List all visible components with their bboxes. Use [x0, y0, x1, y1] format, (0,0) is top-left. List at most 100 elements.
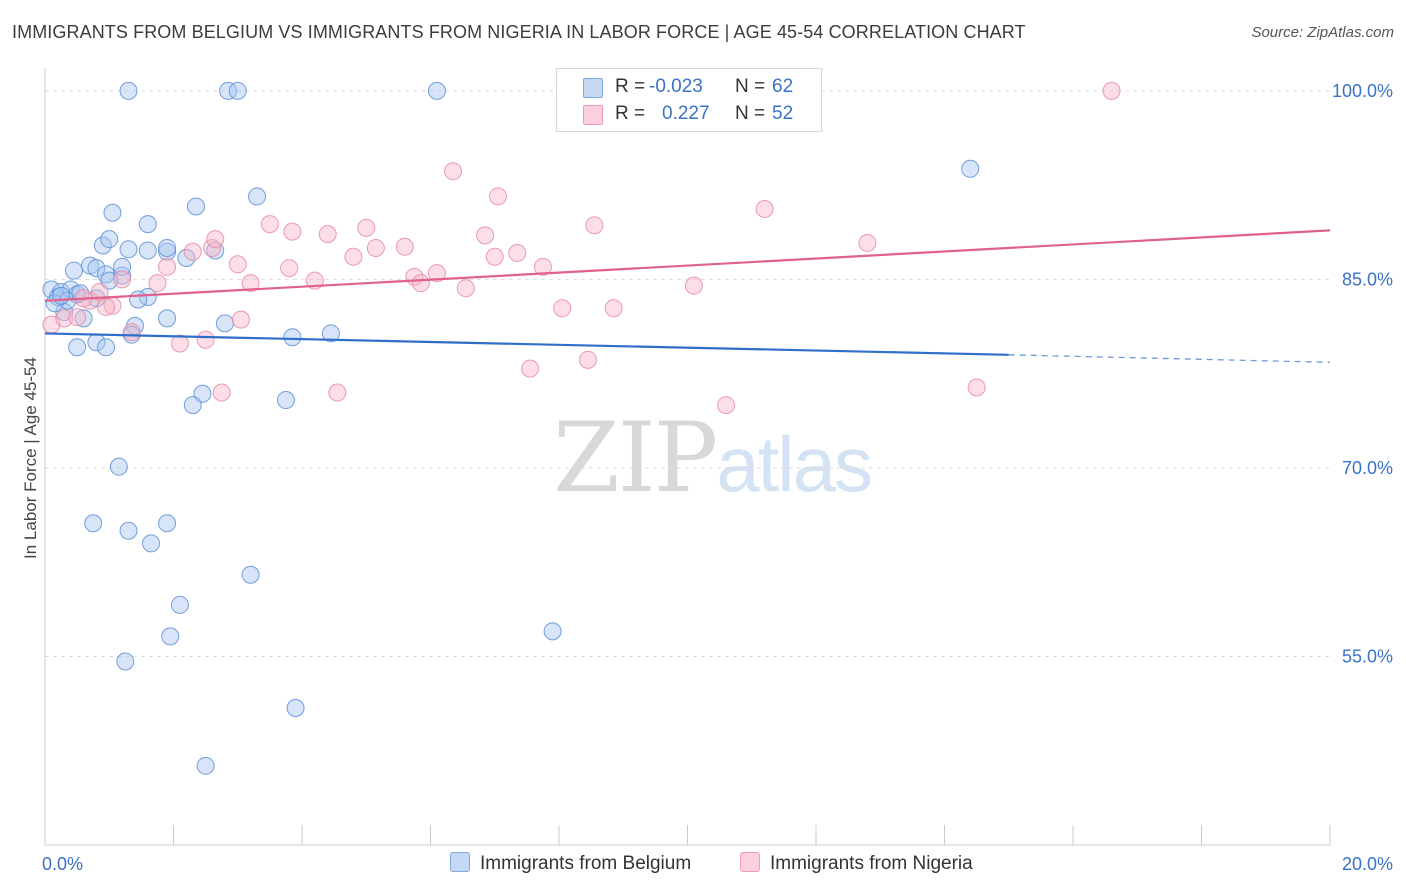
belgium-point — [109, 457, 128, 476]
nigeria-point — [508, 243, 527, 262]
legend-r-value: -0.023 — [649, 76, 703, 97]
belgium-point — [116, 652, 135, 671]
belgium-point — [248, 187, 267, 206]
tick-labels: 100.0% 85.0% 70.0% 55.0% 0.0% 20.0% — [42, 81, 1393, 874]
belgium-point — [138, 241, 157, 260]
nigeria-point — [427, 264, 446, 283]
y-tick-label: 70.0% — [1342, 458, 1393, 478]
belgium-point — [158, 238, 177, 257]
belgium-point — [84, 514, 103, 533]
nigeria-point — [90, 282, 109, 301]
y-axis-label: In Labor Force | Age 45-54 — [21, 357, 40, 559]
belgium-point — [161, 627, 180, 646]
nigeria-point — [196, 330, 215, 349]
nigeria-point — [158, 257, 177, 276]
trend-lines — [44, 229, 1331, 363]
belgium-point — [71, 284, 90, 303]
belgium-point — [283, 328, 302, 347]
legend-swatch-belgium — [450, 852, 470, 872]
belgium-point — [129, 290, 148, 309]
nigeria-point — [231, 310, 250, 329]
gridlines — [45, 90, 1330, 657]
nigeria-point — [113, 270, 132, 289]
legend-r-label: R = — [615, 76, 646, 97]
nigeria-point — [411, 274, 430, 293]
nigeria-point — [357, 218, 376, 237]
belgium-point — [219, 81, 238, 100]
belgium-point — [158, 242, 177, 261]
belgium-point — [186, 197, 205, 216]
series-nigeria-points — [42, 81, 1121, 415]
legend-swatch-nigeria — [740, 852, 760, 872]
nigeria-point — [170, 334, 189, 353]
belgium-point — [961, 159, 980, 178]
trend-line-belgium — [44, 332, 1009, 356]
belgium-point — [196, 756, 215, 775]
nigeria-point — [1102, 81, 1121, 100]
belgium-point — [138, 215, 157, 234]
nigeria-point — [717, 396, 736, 415]
nigeria-point — [318, 225, 337, 244]
legend-swatch-belgium — [583, 78, 603, 98]
y-tick-label: 55.0% — [1342, 646, 1393, 666]
legend-r-value: 0.227 — [662, 103, 710, 124]
belgium-point — [119, 240, 138, 259]
nigeria-point — [122, 323, 141, 342]
legend-row-nigeria: R = 0.227 N = 52 — [557, 101, 821, 127]
nigeria-point — [485, 247, 504, 266]
nigeria-point — [604, 299, 623, 318]
nigeria-point — [488, 187, 507, 206]
axes — [44, 68, 1331, 846]
belgium-point — [87, 259, 106, 278]
belgium-point — [183, 396, 202, 415]
belgium-point — [64, 261, 83, 280]
nigeria-point — [241, 274, 260, 293]
nigeria-point — [366, 238, 385, 257]
correlation-legend: R = -0.023 N = 62 R = 0.227 N = 52 — [556, 68, 822, 132]
legend-n-label: N = — [735, 103, 766, 124]
nigeria-point — [476, 226, 495, 245]
belgium-point — [142, 534, 161, 553]
nigeria-point — [755, 200, 774, 219]
belgium-point — [228, 81, 247, 100]
watermark: ZIPatlas — [553, 402, 873, 514]
legend-n-value: 62 — [772, 76, 794, 97]
belgium-point — [170, 595, 189, 614]
belgium-point — [158, 309, 177, 328]
belgium-point — [543, 622, 562, 641]
belgium-point — [119, 521, 138, 540]
chart-title: IMMIGRANTS FROM BELGIUM VS IMMIGRANTS FR… — [12, 22, 1026, 42]
nigeria-point — [967, 378, 986, 397]
watermark-zip: ZIP — [553, 402, 718, 514]
nigeria-point — [443, 162, 462, 181]
nigeria-point — [395, 237, 414, 256]
belgium-point — [158, 514, 177, 533]
belgium-point — [215, 314, 234, 333]
watermark-atlas: atlas — [716, 420, 873, 508]
trend-line-belgium-extension — [1008, 354, 1331, 363]
belgium-point — [97, 338, 116, 357]
belgium-point — [74, 309, 93, 328]
belgium-point — [286, 698, 305, 717]
legend-swatch-nigeria — [583, 105, 603, 125]
nigeria-point — [260, 215, 279, 234]
nigeria-point — [212, 383, 231, 402]
legend-label-belgium: Immigrants from Belgium — [480, 853, 692, 874]
nigeria-point — [521, 359, 540, 378]
belgium-point — [113, 257, 132, 276]
belgium-point — [68, 338, 87, 357]
legend-row-belgium: R = -0.023 N = 62 — [557, 74, 821, 100]
nigeria-point — [328, 383, 347, 402]
legend-n-value: 52 — [772, 103, 794, 124]
belgium-point — [119, 81, 138, 100]
belgium-point — [427, 81, 446, 100]
nigeria-point — [206, 230, 225, 249]
nigeria-point — [344, 247, 363, 266]
nigeria-point — [553, 299, 572, 318]
nigeria-point — [183, 242, 202, 261]
x-tick-label: 20.0% — [1342, 854, 1393, 874]
nigeria-point — [578, 350, 597, 369]
nigeria-point — [283, 222, 302, 241]
belgium-point — [100, 230, 119, 249]
